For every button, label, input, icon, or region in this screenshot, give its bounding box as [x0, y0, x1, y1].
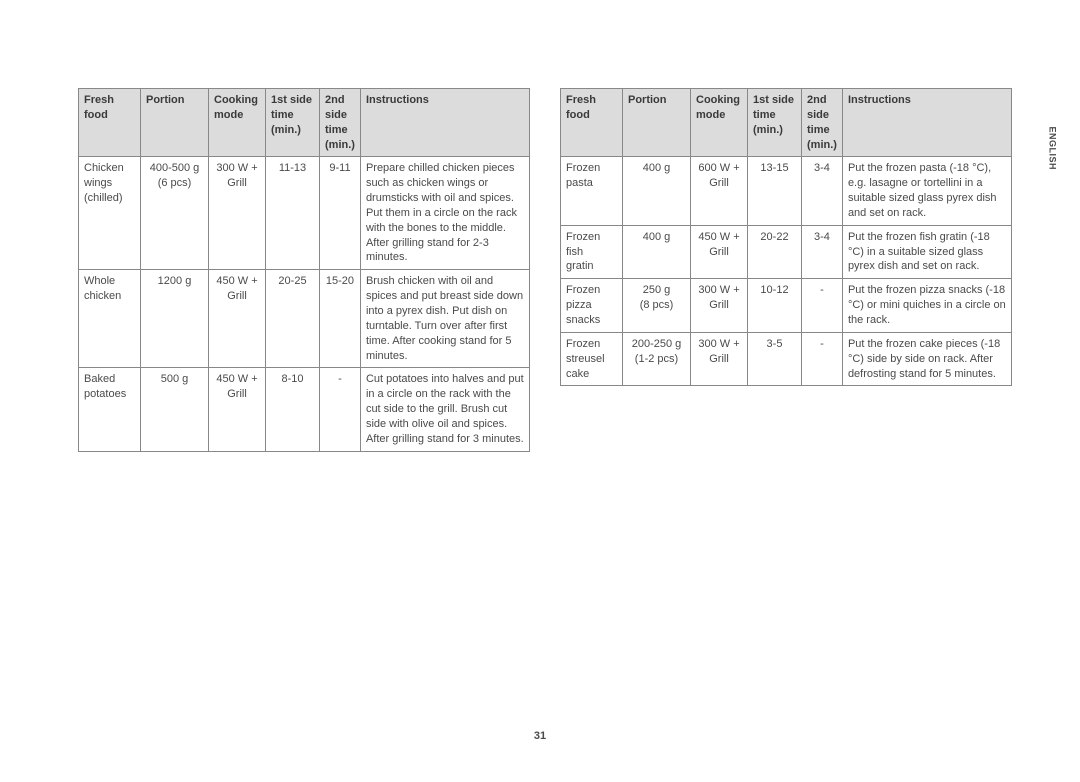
th-instr: Instructions	[842, 89, 1011, 157]
right-table: Fresh food Portion Cooking mode 1st side…	[560, 88, 1012, 386]
table-cell: 300 W +Grill	[209, 157, 266, 270]
table-row: Bakedpotatoes500 g450 W +Grill8-10-Cut p…	[79, 368, 530, 451]
table-cell: 3-4	[802, 157, 843, 225]
table-cell: 200-250 g(1-2 pcs)	[623, 332, 691, 386]
table-cell: 300 W +Grill	[691, 332, 748, 386]
table-cell: Bakedpotatoes	[79, 368, 141, 451]
table-header-row: Fresh food Portion Cooking mode 1st side…	[561, 89, 1012, 157]
left-table: Fresh food Portion Cooking mode 1st side…	[78, 88, 530, 452]
table-cell: -	[802, 332, 843, 386]
table-cell: -	[802, 279, 843, 333]
table-row: Frozenstreuselcake200-250 g(1-2 pcs)300 …	[561, 332, 1012, 386]
table-cell-instructions: Put the frozen pizza snacks (-18 °C) or …	[842, 279, 1011, 333]
right-column: Fresh food Portion Cooking mode 1st side…	[560, 88, 1012, 452]
table-cell: 9-11	[320, 157, 361, 270]
table-cell-instructions: Put the frozen fish gratin (-18 °C) in a…	[842, 225, 1011, 279]
table-cell: 1200 g	[141, 270, 209, 368]
th-mode: Cooking mode	[691, 89, 748, 157]
table-cell: Frozenpasta	[561, 157, 623, 225]
language-label: ENGLISH	[1048, 126, 1058, 170]
table-cell: 8-10	[266, 368, 320, 451]
table-cell: 500 g	[141, 368, 209, 451]
table-cell: Wholechicken	[79, 270, 141, 368]
table-cell: 10-12	[748, 279, 802, 333]
table-row: Frozenpizzasnacks250 g(8 pcs)300 W +Gril…	[561, 279, 1012, 333]
table-cell: 20-25	[266, 270, 320, 368]
table-cell: Frozenpizzasnacks	[561, 279, 623, 333]
table-cell: 450 W +Grill	[209, 270, 266, 368]
left-column: Fresh food Portion Cooking mode 1st side…	[78, 88, 530, 452]
th-portion: Portion	[141, 89, 209, 157]
left-tbody: Chicken wings(chilled)400-500 g(6 pcs)30…	[79, 157, 530, 451]
table-cell: 3-5	[748, 332, 802, 386]
th-portion: Portion	[623, 89, 691, 157]
table-cell: 400 g	[623, 157, 691, 225]
table-cell-instructions: Brush chicken with oil and spices and pu…	[360, 270, 529, 368]
table-cell: Frozenstreuselcake	[561, 332, 623, 386]
table-cell: 300 W +Grill	[691, 279, 748, 333]
table-cell: 15-20	[320, 270, 361, 368]
th-t2: 2nd side time (min.)	[802, 89, 843, 157]
th-t1: 1st side time (min.)	[266, 89, 320, 157]
table-cell: 20-22	[748, 225, 802, 279]
th-mode: Cooking mode	[209, 89, 266, 157]
table-cell: 400-500 g(6 pcs)	[141, 157, 209, 270]
table-cell: 11-13	[266, 157, 320, 270]
table-cell-instructions: Put the frozen cake pieces (-18 °C) side…	[842, 332, 1011, 386]
table-row: Chicken wings(chilled)400-500 g(6 pcs)30…	[79, 157, 530, 270]
table-cell: 600 W +Grill	[691, 157, 748, 225]
table-cell-instructions: Put the frozen pasta (-18 °C), e.g. lasa…	[842, 157, 1011, 225]
page-number: 31	[0, 730, 1080, 742]
right-tbody: Frozenpasta400 g600 W +Grill13-153-4Put …	[561, 157, 1012, 386]
table-row: Frozenpasta400 g600 W +Grill13-153-4Put …	[561, 157, 1012, 225]
table-cell: Chicken wings(chilled)	[79, 157, 141, 270]
table-cell: 250 g(8 pcs)	[623, 279, 691, 333]
th-food: Fresh food	[79, 89, 141, 157]
th-t2: 2nd side time (min.)	[320, 89, 361, 157]
table-header-row: Fresh food Portion Cooking mode 1st side…	[79, 89, 530, 157]
th-food: Fresh food	[561, 89, 623, 157]
table-cell: 13-15	[748, 157, 802, 225]
table-cell-instructions: Prepare chilled chicken pieces such as c…	[360, 157, 529, 270]
table-cell: 400 g	[623, 225, 691, 279]
table-cell: 3-4	[802, 225, 843, 279]
table-cell: -	[320, 368, 361, 451]
th-instr: Instructions	[360, 89, 529, 157]
table-cell: 450 W +Grill	[691, 225, 748, 279]
th-t1: 1st side time (min.)	[748, 89, 802, 157]
table-cell: 450 W +Grill	[209, 368, 266, 451]
table-cell: Frozenfishgratin	[561, 225, 623, 279]
table-row: Frozenfishgratin400 g450 W +Grill20-223-…	[561, 225, 1012, 279]
table-cell-instructions: Cut potatoes into halves and put in a ci…	[360, 368, 529, 451]
table-row: Wholechicken1200 g450 W +Grill20-2515-20…	[79, 270, 530, 368]
